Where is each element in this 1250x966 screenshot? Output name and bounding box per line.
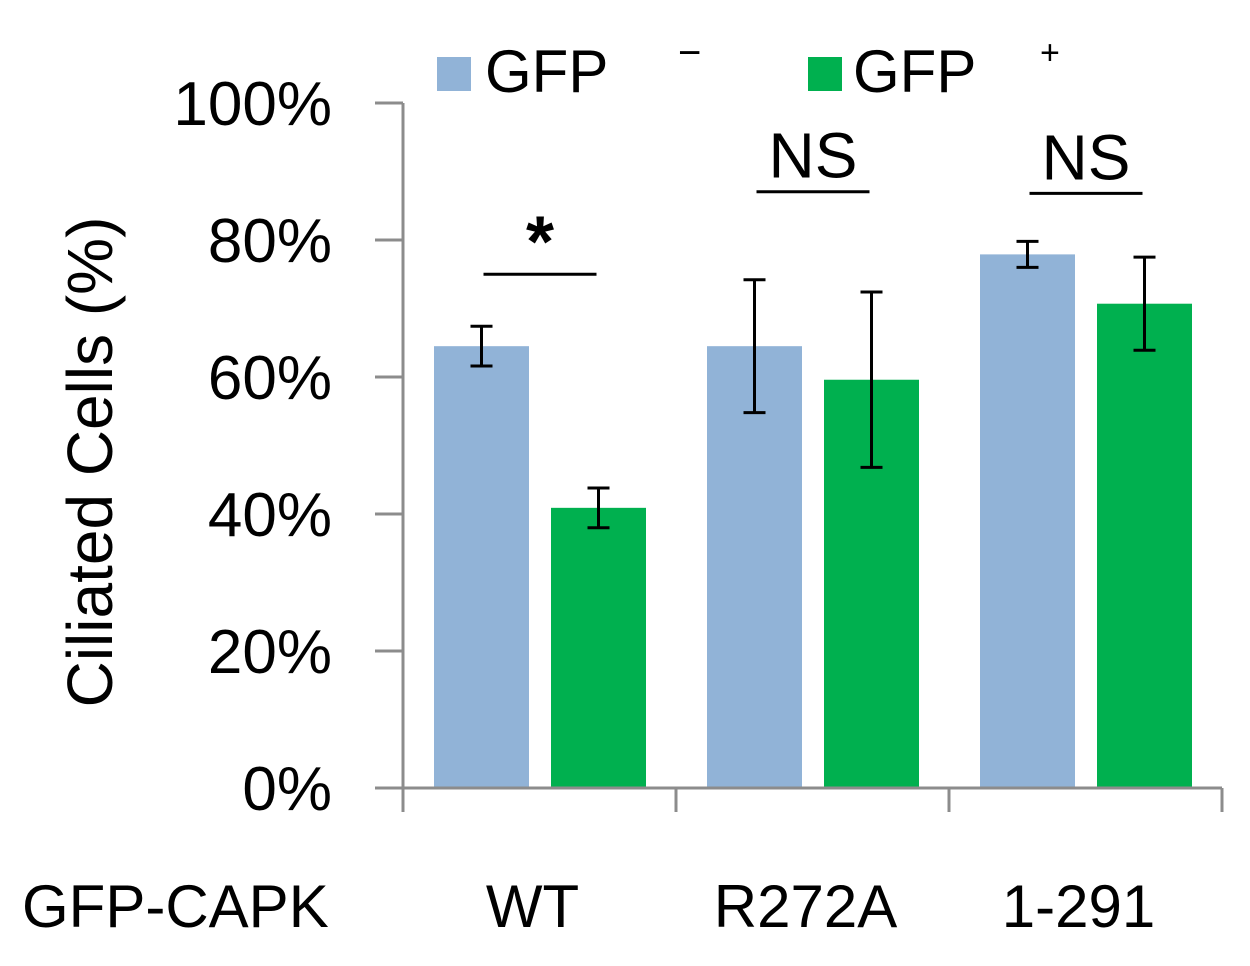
x-tick-label: R272A <box>714 873 897 940</box>
significance-label: NS <box>769 120 858 192</box>
y-tick-label: 100% <box>173 70 332 139</box>
bar-gfp-negative-r272a <box>707 346 802 788</box>
legend: GFP − GFP + <box>437 31 1060 105</box>
y-tick-label: 80% <box>208 207 332 276</box>
legend-label-gfp-positive: GFP <box>853 38 976 105</box>
bars <box>434 254 1192 788</box>
x-tick-label: WT <box>486 873 579 940</box>
significance-label: NS <box>1042 121 1131 193</box>
y-tick-label: 60% <box>208 344 332 413</box>
y-tick-label: 40% <box>208 481 332 550</box>
bar-gfp-positive-1-291 <box>1097 303 1192 788</box>
bar-gfp-negative-wt <box>434 346 529 788</box>
legend-superscript-positive: + <box>1040 34 1060 72</box>
legend-label-gfp-negative: GFP <box>485 38 608 105</box>
error-bars <box>470 239 1156 530</box>
bar-gfp-negative-1-291 <box>980 254 1075 788</box>
bar-gfp-positive-wt <box>551 507 646 788</box>
y-tick-labels: 0% 20% 40% 60% 80% 100% <box>173 70 332 824</box>
y-tick-label: 0% <box>242 755 332 824</box>
x-axis-group-label: GFP-CAPK <box>22 873 329 940</box>
y-tick-label: 20% <box>208 618 332 687</box>
legend-swatch-gfp-positive <box>808 57 842 91</box>
legend-swatch-gfp-negative <box>437 57 471 91</box>
axes <box>375 101 1224 812</box>
x-tick-label: 1-291 <box>1002 873 1155 940</box>
significance-label: * <box>526 202 554 282</box>
y-axis-label: Ciliated Cells (%) <box>54 217 126 708</box>
x-tick-labels: WT R272A 1-291 <box>486 873 1155 940</box>
significance-annotations: * NS NS <box>483 120 1143 282</box>
legend-superscript-negative: − <box>678 31 701 75</box>
